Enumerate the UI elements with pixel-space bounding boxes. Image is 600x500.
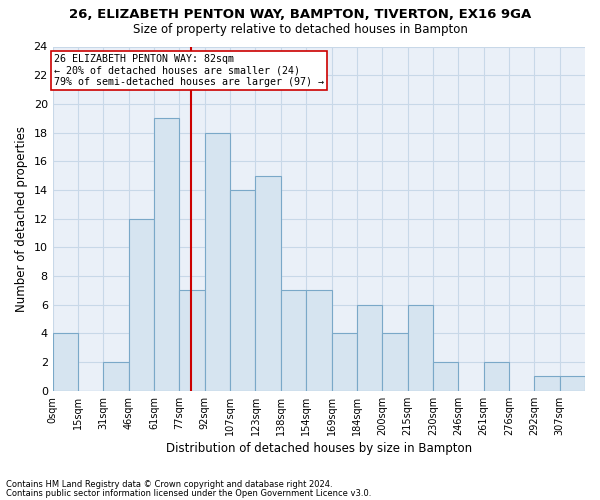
Bar [433, 362, 458, 391]
Bar [306, 290, 332, 391]
Text: 26 ELIZABETH PENTON WAY: 82sqm
← 20% of detached houses are smaller (24)
79% of : 26 ELIZABETH PENTON WAY: 82sqm ← 20% of … [55, 54, 325, 87]
Bar [129, 218, 154, 391]
Y-axis label: Number of detached properties: Number of detached properties [15, 126, 28, 312]
Bar [205, 132, 230, 391]
Text: 26, ELIZABETH PENTON WAY, BAMPTON, TIVERTON, EX16 9GA: 26, ELIZABETH PENTON WAY, BAMPTON, TIVER… [69, 8, 531, 20]
Bar [484, 362, 509, 391]
Bar [407, 304, 433, 391]
Bar [382, 334, 407, 391]
Bar [357, 304, 382, 391]
Bar [256, 176, 281, 391]
Text: Size of property relative to detached houses in Bampton: Size of property relative to detached ho… [133, 22, 467, 36]
Bar [179, 290, 205, 391]
Bar [281, 290, 306, 391]
Bar [332, 334, 357, 391]
Text: Contains public sector information licensed under the Open Government Licence v3: Contains public sector information licen… [6, 488, 371, 498]
Bar [53, 334, 78, 391]
Bar [154, 118, 179, 391]
Bar [535, 376, 560, 391]
X-axis label: Distribution of detached houses by size in Bampton: Distribution of detached houses by size … [166, 442, 472, 455]
Bar [103, 362, 129, 391]
Bar [560, 376, 585, 391]
Bar [230, 190, 256, 391]
Text: Contains HM Land Registry data © Crown copyright and database right 2024.: Contains HM Land Registry data © Crown c… [6, 480, 332, 489]
